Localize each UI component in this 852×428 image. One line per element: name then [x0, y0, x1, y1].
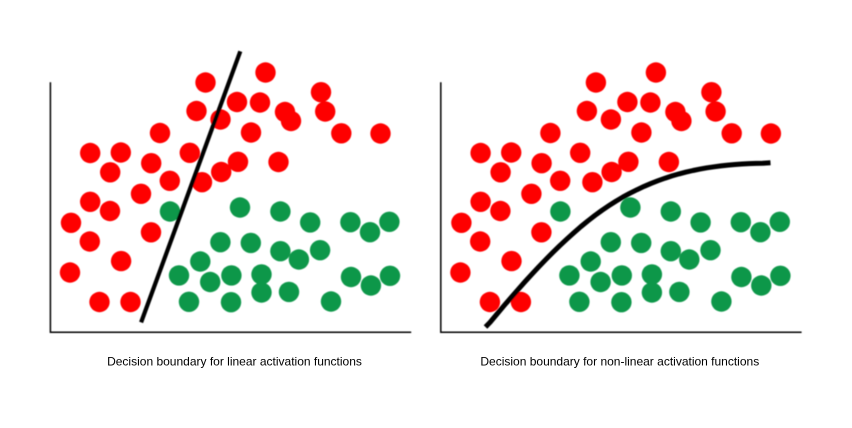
svg-text:Decision boundary for non-line: Decision boundary for non-linear activat…	[480, 355, 759, 369]
svg-text:Decision boundary for linear a: Decision boundary for linear activation …	[107, 355, 362, 369]
